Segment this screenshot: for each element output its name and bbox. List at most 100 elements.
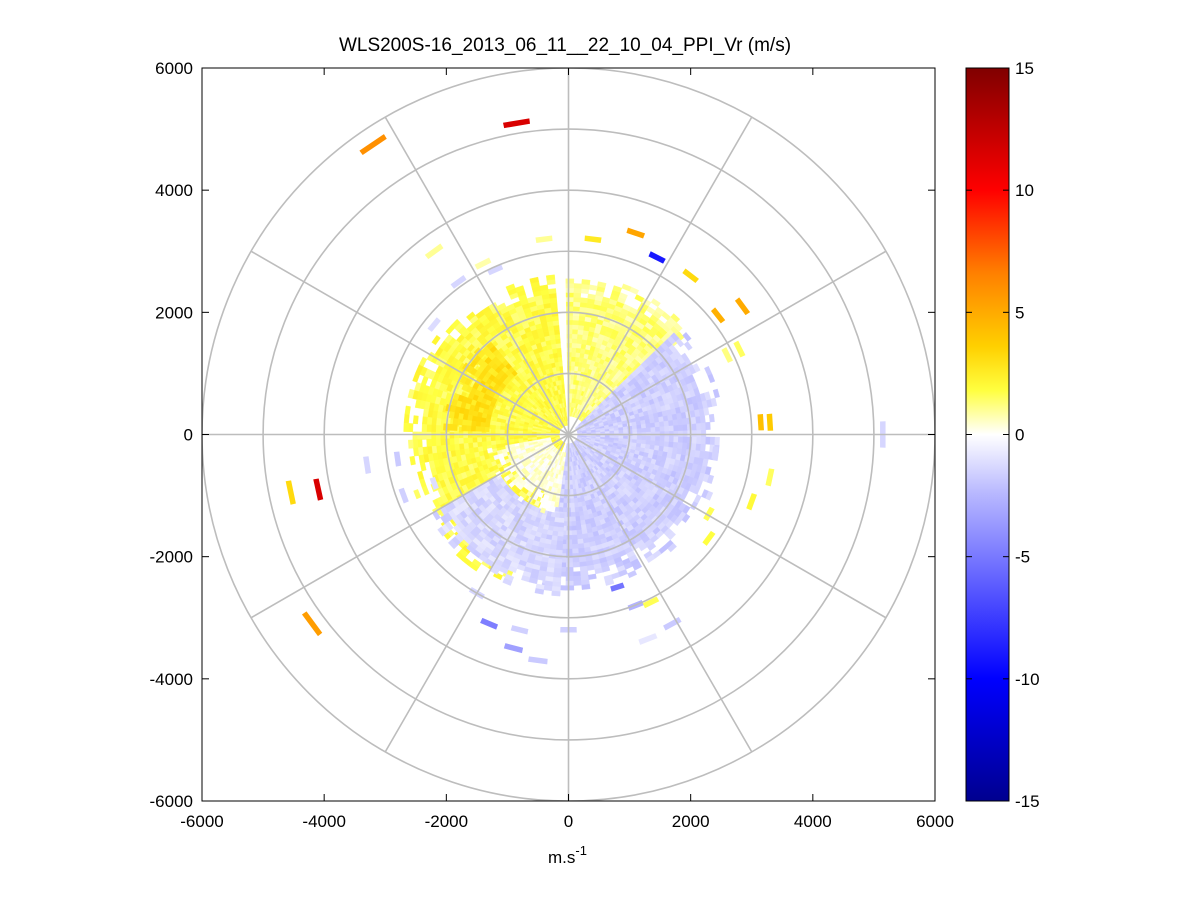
field-gate-3 (562, 507, 568, 513)
field-gate-3 (668, 419, 674, 426)
field-gate-2 (479, 426, 486, 432)
colorbar-tick-label: 0 (1015, 426, 1024, 445)
field-gate-3 (677, 424, 684, 431)
field-gate-0 (513, 427, 519, 432)
field-gate-4 (552, 577, 562, 583)
field-gate-1 (565, 287, 574, 293)
field-gate-0 (422, 408, 429, 418)
field-gate-3 (565, 576, 574, 582)
field-gate-3 (558, 507, 564, 513)
x-tick-label: 2000 (672, 812, 710, 831)
field-gate-2 (484, 426, 490, 432)
field-gate-0 (467, 432, 473, 439)
field-gate-3 (570, 502, 576, 508)
field-gate-3 (699, 415, 706, 424)
field-gate-4 (558, 526, 564, 533)
field-gate-1 (569, 383, 574, 390)
field-gate-3 (636, 439, 642, 444)
field-gate-1 (573, 283, 582, 289)
field-gate-0 (403, 422, 409, 432)
field-gate-4 (551, 590, 561, 597)
field-gate-3 (566, 548, 573, 554)
field-gate-4 (557, 536, 564, 542)
field-gate-1 (576, 338, 583, 344)
field-gate-3 (678, 430, 684, 437)
field-gate-0 (407, 388, 415, 399)
field-gate-3 (572, 562, 581, 568)
field-gate-4 (553, 567, 562, 574)
field-gate-3 (577, 534, 584, 540)
field-gate-1 (566, 315, 573, 321)
field-gate-3 (673, 430, 679, 437)
field-gate-3 (600, 434, 606, 438)
field-gate-3 (659, 430, 665, 437)
field-gate-1 (581, 279, 591, 286)
field-gate-0 (554, 338, 561, 344)
field-gate-3 (566, 557, 574, 563)
field-gate-1 (571, 351, 576, 358)
field-gate-3 (627, 570, 638, 579)
field-gate-4 (554, 558, 563, 565)
field-gate-0 (554, 333, 561, 340)
field-gate-3 (559, 502, 564, 508)
field-gate-3 (696, 429, 702, 438)
field-gate-0 (422, 416, 428, 425)
field-gate-0 (481, 441, 488, 447)
field-gate-3 (565, 470, 569, 476)
field-gate-0 (508, 427, 515, 431)
field-gate-3 (709, 436, 716, 445)
field-gate-3 (691, 429, 697, 437)
field-gate-3 (572, 543, 579, 550)
field-gate-0 (449, 438, 455, 446)
field-gate-3 (659, 435, 665, 442)
field-gate-3 (668, 425, 675, 432)
field-gate-3 (565, 585, 575, 591)
field-gate-1 (571, 338, 578, 344)
field-gate-2 (457, 418, 463, 426)
field-gate-0 (463, 443, 469, 450)
field-gate-3 (650, 435, 656, 441)
field-gate-1 (570, 356, 576, 362)
field-gate-0 (421, 424, 428, 433)
field-gate-0 (412, 372, 421, 383)
field-gate-3 (659, 440, 665, 447)
field-gate-0 (468, 562, 480, 572)
field-gate-3 (640, 443, 647, 449)
colorbar-tick-label: 5 (1015, 303, 1024, 322)
field-gate-3 (681, 442, 688, 450)
field-gate-3 (561, 484, 566, 490)
field-gate-3 (613, 435, 620, 439)
field-gate-4 (557, 531, 564, 537)
field-gate-3 (682, 423, 688, 431)
field-gate-3 (566, 525, 573, 531)
field-gate-3 (571, 539, 579, 545)
field-gate-3 (566, 544, 573, 550)
field-gate-3 (573, 580, 582, 586)
field-gate-3 (672, 441, 679, 449)
field-gate-3 (669, 430, 675, 437)
field-gate-3 (647, 542, 657, 552)
field-gate-0 (466, 311, 476, 321)
chart-title: WLS200S-16_2013_06_11__22_10_04_PPI_Vr (… (339, 35, 791, 56)
y-tick-label: 2000 (155, 303, 193, 322)
field-gate-1 (566, 306, 574, 312)
field-gate-3 (631, 438, 638, 444)
field-gate-1 (612, 285, 623, 293)
colorbar-tick-label: -5 (1015, 548, 1030, 567)
field-gate-0 (453, 432, 459, 439)
field-gate-0 (490, 428, 496, 434)
field-gate-3 (666, 531, 677, 541)
field-gate-0 (499, 425, 506, 431)
field-gate-0 (505, 283, 516, 292)
field-gate-3 (691, 423, 697, 431)
field-gate-0 (527, 431, 533, 435)
field-gate-0 (403, 414, 410, 424)
field-gate-1 (569, 393, 573, 399)
field-gate-3 (649, 444, 656, 450)
field-gate-1 (572, 296, 581, 303)
field-gate-3 (700, 422, 707, 431)
field-gate-3 (673, 424, 679, 432)
field-gate-1 (575, 343, 582, 349)
field-gate-3 (682, 430, 688, 437)
field-gate-3 (575, 515, 581, 522)
